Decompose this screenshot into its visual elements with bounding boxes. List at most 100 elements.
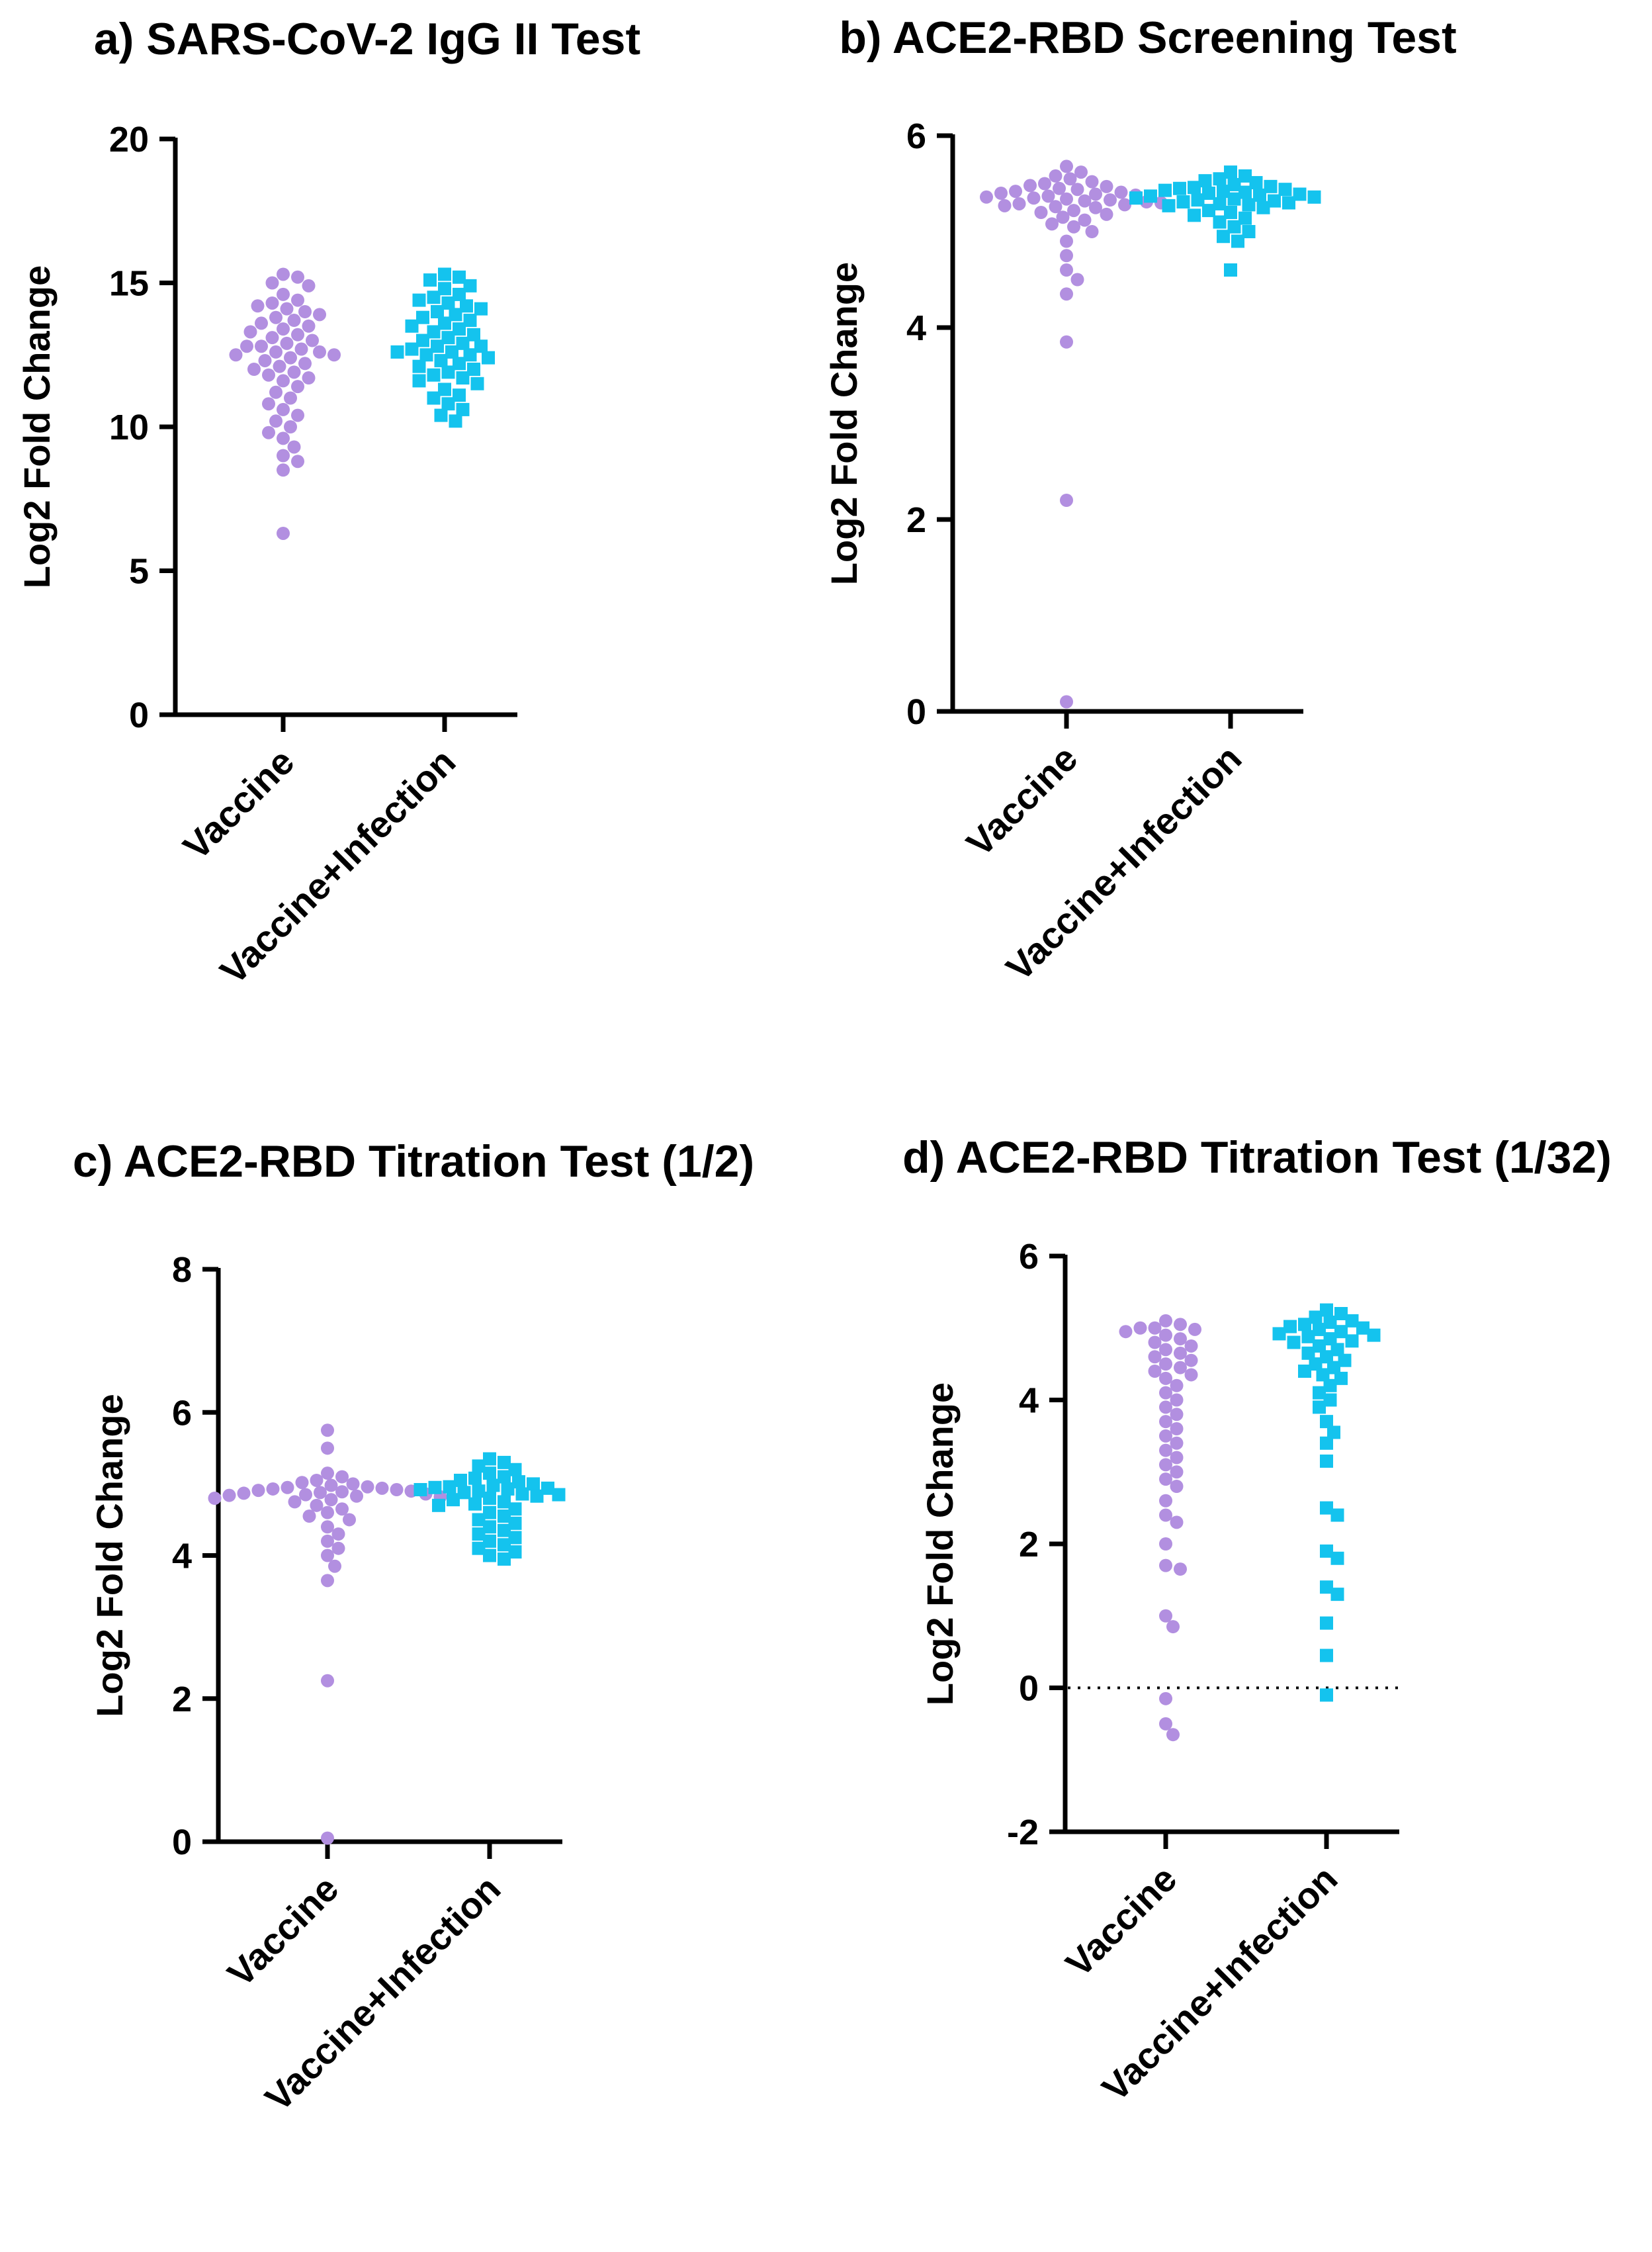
data-point [1239,185,1252,199]
data-point [247,363,261,376]
data-point [1009,185,1022,199]
data-point [280,302,294,316]
data-point [1159,1415,1172,1429]
data-point [1159,1717,1172,1731]
data-point [501,1482,515,1496]
data-point [1301,1346,1315,1360]
data-point [291,380,304,394]
data-point [1060,494,1073,507]
data-point [1148,1321,1162,1335]
data-point [441,397,455,411]
data-point [321,1534,334,1548]
y-tick-label: 4 [1019,1381,1039,1421]
data-point [1176,195,1190,209]
data-point [467,363,480,376]
data-point [1217,185,1230,199]
data-point [1060,287,1073,301]
data-point [431,305,444,318]
data-point [468,1497,482,1511]
data-point [310,1473,324,1487]
data-point [434,408,448,422]
data-point [1119,1325,1133,1339]
data-point [428,1480,442,1494]
chart-panel-2: b) ACE2-RBD Screening Test Log2 Fold Chan… [823,13,1457,989]
data-point [255,339,268,353]
data-point [1085,175,1099,189]
data-point [1170,1515,1184,1529]
data-point [1060,335,1073,349]
data-point [1159,1537,1172,1551]
data-point [1170,1393,1184,1407]
data-point [313,345,326,359]
data-point [298,357,312,371]
data-point [1060,192,1073,206]
data-point [266,1482,280,1496]
data-point [1316,1368,1330,1382]
data-point [1060,234,1073,248]
data-point [1114,185,1128,199]
series-vaccine-infection [1129,165,1321,277]
data-point [1184,1339,1198,1353]
data-point [483,1452,496,1466]
data-point [1278,183,1292,197]
data-point [427,325,441,339]
data-point [453,270,466,284]
data-point [284,391,297,405]
y-tick-label: 0 [906,692,926,732]
data-point [277,322,290,336]
y-tick-label: 0 [129,696,149,735]
data-point [483,1492,496,1505]
data-point [287,314,301,328]
data-point [412,374,426,388]
chart-title: a) SARS-CoV-2 IgG II Test [94,14,640,64]
data-point [1323,1316,1337,1329]
data-point [273,359,286,373]
data-point [1188,1322,1201,1336]
data-point [1224,263,1237,277]
data-point [1313,1322,1326,1336]
data-point [1327,1425,1340,1439]
data-point [1313,1400,1326,1414]
data-point [1293,187,1307,201]
data-point [1148,1335,1162,1349]
data-point [498,1495,511,1509]
data-point [258,353,272,367]
data-point [299,1488,312,1502]
y-tick-label: 2 [172,1680,192,1719]
data-point [434,353,448,367]
data-point [284,420,297,433]
data-point [1184,1368,1198,1382]
data-point [328,1559,341,1573]
data-point [1334,1307,1348,1320]
data-point [1191,193,1205,207]
data-point [508,1516,522,1530]
data-point [453,357,466,371]
data-point [1027,191,1041,205]
data-point [1239,211,1252,225]
data-point [456,336,470,350]
data-point [1334,1325,1348,1339]
data-point [1034,206,1048,219]
data-point [1159,1558,1172,1572]
data-point [1307,190,1321,204]
data-point [472,1541,486,1555]
data-point [1320,1580,1333,1594]
data-point [313,308,326,322]
data-point [291,408,304,422]
data-point [1070,183,1084,197]
chart-title: d) ACE2-RBD Titration Test (1/32) [902,1132,1612,1183]
data-point [1283,1320,1297,1333]
data-point [1323,1332,1337,1346]
data-point [498,1538,511,1552]
data-point [1213,215,1227,229]
data-point [321,1506,334,1519]
y-tick-label: 6 [1019,1237,1039,1277]
data-point [530,1489,544,1503]
data-point [1100,207,1113,221]
data-point [1159,1472,1172,1486]
data-point [222,1488,236,1502]
y-axis-label: Log2 Fold Change [89,1394,130,1717]
data-point [310,1498,324,1512]
data-point [1148,1350,1162,1364]
data-point [321,1831,334,1845]
